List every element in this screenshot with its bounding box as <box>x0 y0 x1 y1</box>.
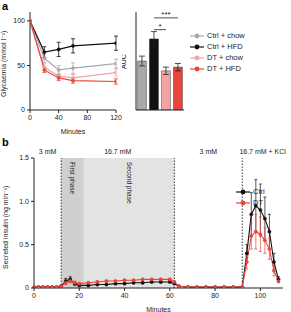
svg-text:0: 0 <box>21 106 25 113</box>
svg-text:Secreted insulin (ng min⁻¹): Secreted insulin (ng min⁻¹) <box>8 186 10 269</box>
html-text:a: a <box>2 0 9 12</box>
html-text:Ctrl + chow: Ctrl + chow <box>207 31 245 40</box>
svg-text:16.7 mM + KCl: 16.7 mM + KCl <box>239 148 283 155</box>
html-text:Ctrl + HFD: Ctrl + HFD <box>207 42 243 51</box>
svg-text:3 mM: 3 mM <box>200 148 218 155</box>
svg-text:80: 80 <box>211 292 219 299</box>
svg-text:50: 50 <box>17 62 25 69</box>
svg-text:*: * <box>158 22 161 31</box>
svg-text:100: 100 <box>255 292 267 299</box>
html-text:Ctrl: Ctrl <box>253 187 265 196</box>
svg-text:3 mM: 3 mM <box>39 148 57 155</box>
html-text:DT: DT <box>253 198 263 207</box>
svg-text:0.5: 0.5 <box>19 241 29 248</box>
svg-text:Minutes: Minutes <box>146 306 171 312</box>
svg-text:80: 80 <box>83 114 91 121</box>
svg-text:AUC: AUC <box>122 54 127 69</box>
html-text:b: b <box>2 136 9 148</box>
svg-text:40: 40 <box>121 292 129 299</box>
svg-text:1.5: 1.5 <box>19 154 29 161</box>
svg-text:0: 0 <box>32 292 36 299</box>
svg-text:16.7 mM: 16.7 mM <box>104 148 131 155</box>
svg-text:Minutes: Minutes <box>61 128 86 134</box>
html-text:DT + chow: DT + chow <box>207 53 243 62</box>
svg-text:20: 20 <box>75 292 83 299</box>
svg-text:1.0: 1.0 <box>19 198 29 205</box>
svg-text:0: 0 <box>25 284 29 291</box>
svg-text:Glycaemia (mmol l⁻¹): Glycaemia (mmol l⁻¹) <box>8 31 9 97</box>
svg-text:Second phase: Second phase <box>125 162 133 204</box>
svg-text:40: 40 <box>55 114 63 121</box>
svg-text:60: 60 <box>166 292 174 299</box>
svg-text:First phase: First phase <box>68 162 76 195</box>
svg-text:100: 100 <box>13 17 25 24</box>
svg-text:0: 0 <box>28 114 32 121</box>
svg-text:***: *** <box>161 10 170 19</box>
html-text:DT + HFD: DT + HFD <box>207 64 241 73</box>
svg-text:120: 120 <box>110 114 122 121</box>
